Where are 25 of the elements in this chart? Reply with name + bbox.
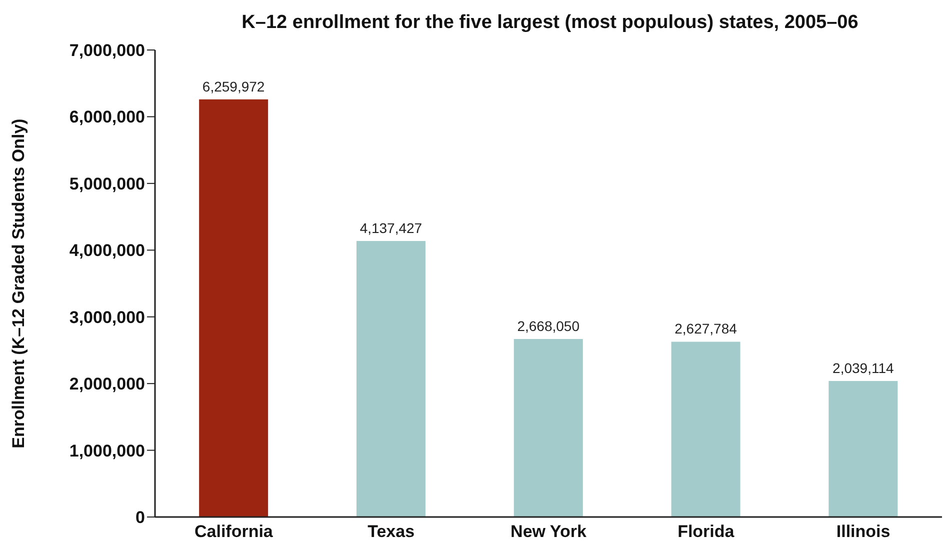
y-tick-label: 2,000,000 xyxy=(69,374,145,394)
bar xyxy=(671,342,740,517)
x-tick-label: Illinois xyxy=(836,522,890,542)
y-tick-label: 0 xyxy=(136,508,145,528)
bar xyxy=(514,339,583,517)
x-tick-label: Florida xyxy=(678,522,735,542)
y-tick-label: 4,000,000 xyxy=(69,241,145,260)
y-axis-title: Enrollment (K–12 Graded Students Only) xyxy=(9,118,28,448)
chart-title: K–12 enrollment for the five largest (most populous) states, 2005–06 xyxy=(240,12,860,34)
y-tick-label: 7,000,000 xyxy=(69,41,145,60)
x-tick-label: New York xyxy=(510,522,587,542)
y-tick-label: 1,000,000 xyxy=(69,441,145,460)
bar xyxy=(356,240,426,517)
bar xyxy=(828,380,898,517)
data-label: 2,039,114 xyxy=(832,360,894,376)
data-label: 2,668,050 xyxy=(517,318,580,334)
y-tick-label: 5,000,000 xyxy=(69,174,145,194)
data-label: 2,627,784 xyxy=(674,320,738,337)
data-label: 6,259,972 xyxy=(202,78,265,94)
x-tick-label: Texas xyxy=(368,522,415,542)
x-tick-label: California xyxy=(194,522,274,542)
y-tick-label: 6,000,000 xyxy=(69,108,145,127)
y-tick-label: 3,000,000 xyxy=(69,308,145,327)
data-label: 4,137,427 xyxy=(360,220,422,236)
bar xyxy=(199,99,268,517)
